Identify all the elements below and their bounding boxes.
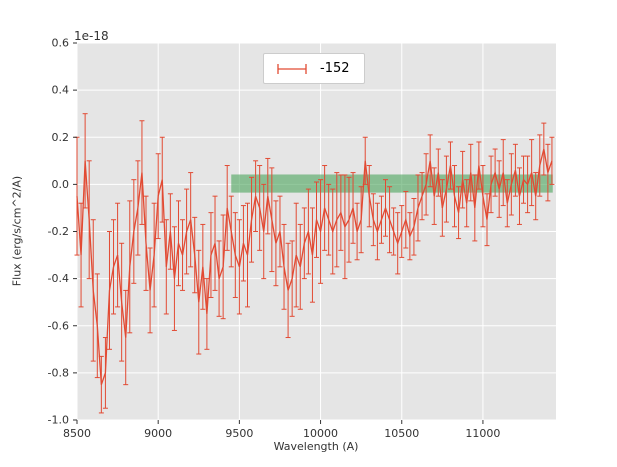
y-tick-label: 0.2 [52,131,70,144]
x-tick-label: 10000 [303,427,338,440]
legend-errorbar-symbol [277,63,307,74]
x-axis-label: Wavelength (A) [273,440,359,453]
y-tick-label: 0.6 [52,37,70,50]
legend: -152 [263,53,365,84]
tick-labels: 8500 9000 9500 10000 10500 11000 -1.0 -0.8 -0.6 -… [48,37,501,441]
x-tick-label: 8500 [63,427,91,440]
flux-line [76,148,553,385]
y-tick-label: 0.4 [52,84,70,97]
x-tick-label: 9500 [225,427,253,440]
legend-label: -152 [320,61,350,76]
y-tick-label: -0.8 [48,366,69,379]
y-axis-offset-label: 1e-18 [74,29,109,43]
x-tick-label: 9000 [144,427,172,440]
y-tick-label: -0.2 [48,225,69,238]
y-tick-label: -1.0 [48,414,69,427]
y-axis-label: Flux (erg/s/cm^2/A) [10,175,24,287]
y-tick-label: 0.0 [52,178,70,191]
y-tick-label: -0.4 [48,272,69,285]
x-tick-label: 11000 [465,427,500,440]
y-tick-label: -0.6 [48,319,69,332]
x-tick-label: 10500 [384,427,419,440]
